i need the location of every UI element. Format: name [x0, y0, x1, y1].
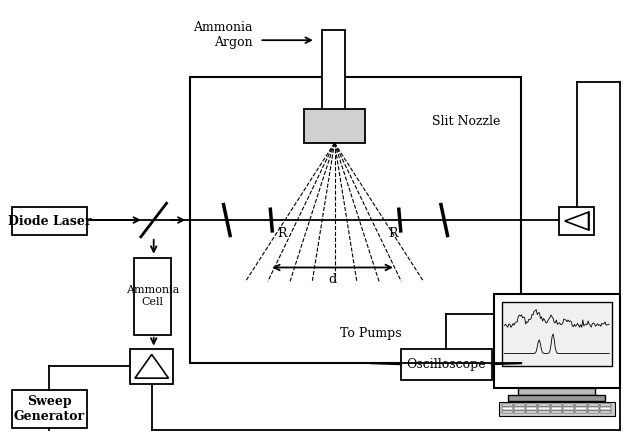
FancyBboxPatch shape — [575, 411, 587, 413]
FancyBboxPatch shape — [526, 407, 538, 410]
Text: R: R — [278, 228, 287, 241]
FancyBboxPatch shape — [575, 404, 587, 406]
FancyBboxPatch shape — [13, 390, 86, 427]
FancyBboxPatch shape — [493, 294, 620, 388]
FancyBboxPatch shape — [575, 407, 587, 410]
FancyBboxPatch shape — [563, 411, 574, 413]
FancyBboxPatch shape — [514, 407, 525, 410]
FancyBboxPatch shape — [600, 404, 611, 406]
FancyBboxPatch shape — [401, 349, 492, 380]
FancyBboxPatch shape — [600, 411, 611, 413]
Polygon shape — [565, 212, 589, 230]
FancyBboxPatch shape — [526, 411, 538, 413]
FancyBboxPatch shape — [559, 207, 594, 235]
FancyBboxPatch shape — [563, 407, 574, 410]
FancyBboxPatch shape — [551, 404, 562, 406]
FancyBboxPatch shape — [498, 402, 615, 416]
FancyBboxPatch shape — [502, 302, 612, 366]
Text: Slit Nozzle: Slit Nozzle — [432, 115, 501, 128]
Text: Ammonia
Cell: Ammonia Cell — [126, 285, 179, 307]
FancyBboxPatch shape — [538, 411, 550, 413]
FancyBboxPatch shape — [600, 407, 611, 410]
FancyBboxPatch shape — [587, 407, 599, 410]
Text: To Pumps: To Pumps — [341, 327, 402, 340]
FancyBboxPatch shape — [538, 407, 550, 410]
Text: Diode Laser: Diode Laser — [8, 215, 91, 228]
Polygon shape — [135, 354, 168, 378]
FancyBboxPatch shape — [130, 349, 174, 384]
FancyBboxPatch shape — [502, 411, 513, 413]
Text: Ammonia
Argon: Ammonia Argon — [193, 21, 252, 49]
FancyBboxPatch shape — [502, 407, 513, 410]
Text: d: d — [329, 273, 336, 286]
FancyBboxPatch shape — [563, 404, 574, 406]
FancyBboxPatch shape — [304, 109, 365, 143]
FancyBboxPatch shape — [191, 77, 521, 363]
FancyBboxPatch shape — [514, 404, 525, 406]
FancyBboxPatch shape — [551, 407, 562, 410]
FancyBboxPatch shape — [13, 207, 86, 235]
Text: Oscilloscope: Oscilloscope — [406, 358, 486, 371]
FancyBboxPatch shape — [538, 404, 550, 406]
Text: Sweep
Generator: Sweep Generator — [14, 395, 85, 423]
Text: R: R — [388, 228, 398, 241]
FancyBboxPatch shape — [551, 411, 562, 413]
FancyBboxPatch shape — [526, 404, 538, 406]
FancyBboxPatch shape — [587, 411, 599, 413]
FancyBboxPatch shape — [518, 388, 596, 395]
FancyBboxPatch shape — [322, 30, 345, 112]
FancyBboxPatch shape — [587, 404, 599, 406]
FancyBboxPatch shape — [134, 258, 172, 335]
FancyBboxPatch shape — [502, 404, 513, 406]
FancyBboxPatch shape — [509, 395, 605, 401]
FancyBboxPatch shape — [514, 411, 525, 413]
